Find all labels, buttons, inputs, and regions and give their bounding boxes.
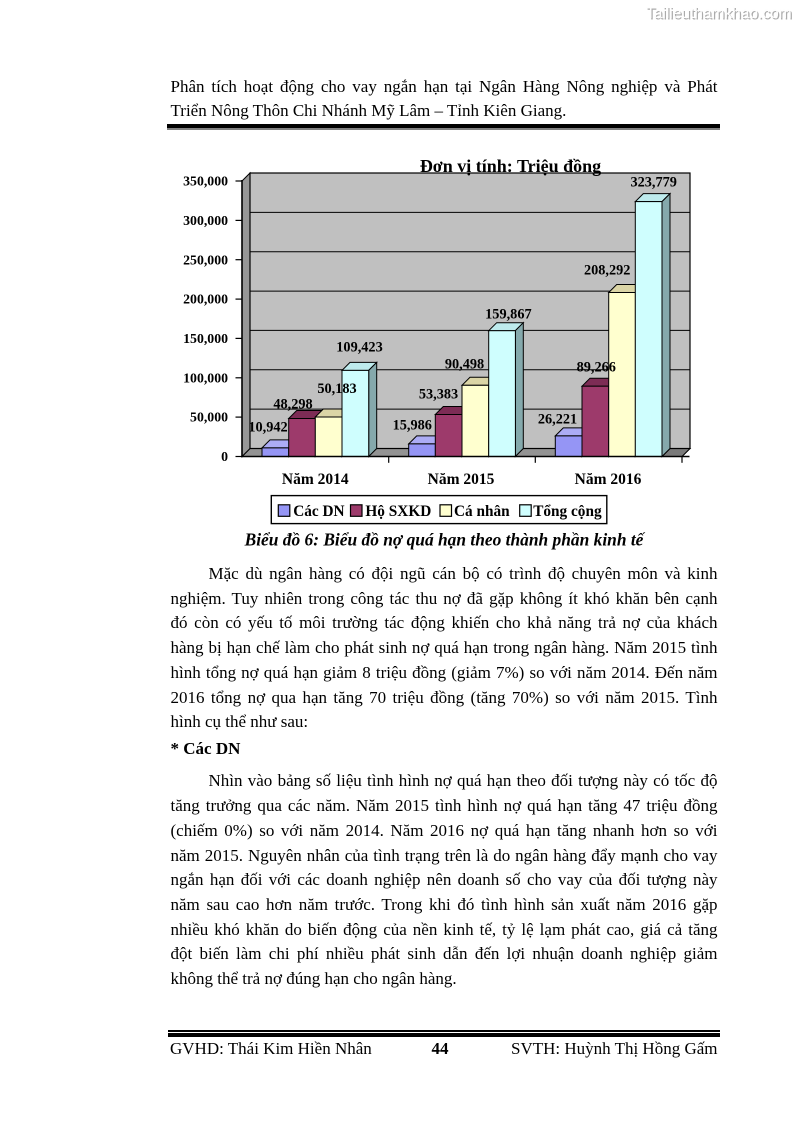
- svg-text:Hộ SXKD: Hộ SXKD: [365, 503, 431, 520]
- svg-text:200,000: 200,000: [183, 292, 228, 307]
- svg-text:15,986: 15,986: [393, 418, 432, 434]
- svg-text:Biểu đồ 6: Biểu đồ nợ quá hạn: Biểu đồ 6: Biểu đồ nợ quá hạn theo thành…: [244, 530, 646, 550]
- svg-text:100,000: 100,000: [183, 370, 228, 385]
- svg-text:10,942: 10,942: [248, 420, 287, 436]
- svg-text:159,867: 159,867: [485, 306, 531, 322]
- svg-text:0: 0: [221, 449, 228, 464]
- svg-text:323,779: 323,779: [630, 174, 676, 190]
- svg-text:300,000: 300,000: [183, 213, 228, 228]
- svg-text:250,000: 250,000: [183, 252, 228, 267]
- svg-text:Năm 2014: Năm 2014: [282, 471, 349, 488]
- svg-text:50,000: 50,000: [190, 410, 228, 425]
- svg-text:90,498: 90,498: [445, 356, 484, 372]
- svg-text:Năm 2015: Năm 2015: [428, 471, 495, 488]
- svg-text:Cá nhân: Cá nhân: [454, 503, 510, 520]
- svg-text:26,221: 26,221: [538, 412, 577, 428]
- svg-text:109,423: 109,423: [336, 340, 382, 356]
- svg-text:50,183: 50,183: [317, 381, 356, 397]
- svg-text:208,292: 208,292: [584, 263, 630, 279]
- svg-text:Tổng cộng: Tổng cộng: [533, 503, 602, 520]
- svg-text:53,383: 53,383: [419, 387, 458, 403]
- svg-text:Các DN: Các DN: [293, 503, 344, 520]
- svg-text:Đơn vị tính: Triệu đồng: Đơn vị tính: Triệu đồng: [420, 156, 601, 176]
- svg-text:150,000: 150,000: [183, 331, 228, 346]
- svg-text:89,266: 89,266: [577, 360, 616, 376]
- svg-text:Năm 2016: Năm 2016: [575, 471, 642, 488]
- svg-text:48,298: 48,298: [273, 397, 312, 413]
- svg-text:350,000: 350,000: [183, 174, 228, 189]
